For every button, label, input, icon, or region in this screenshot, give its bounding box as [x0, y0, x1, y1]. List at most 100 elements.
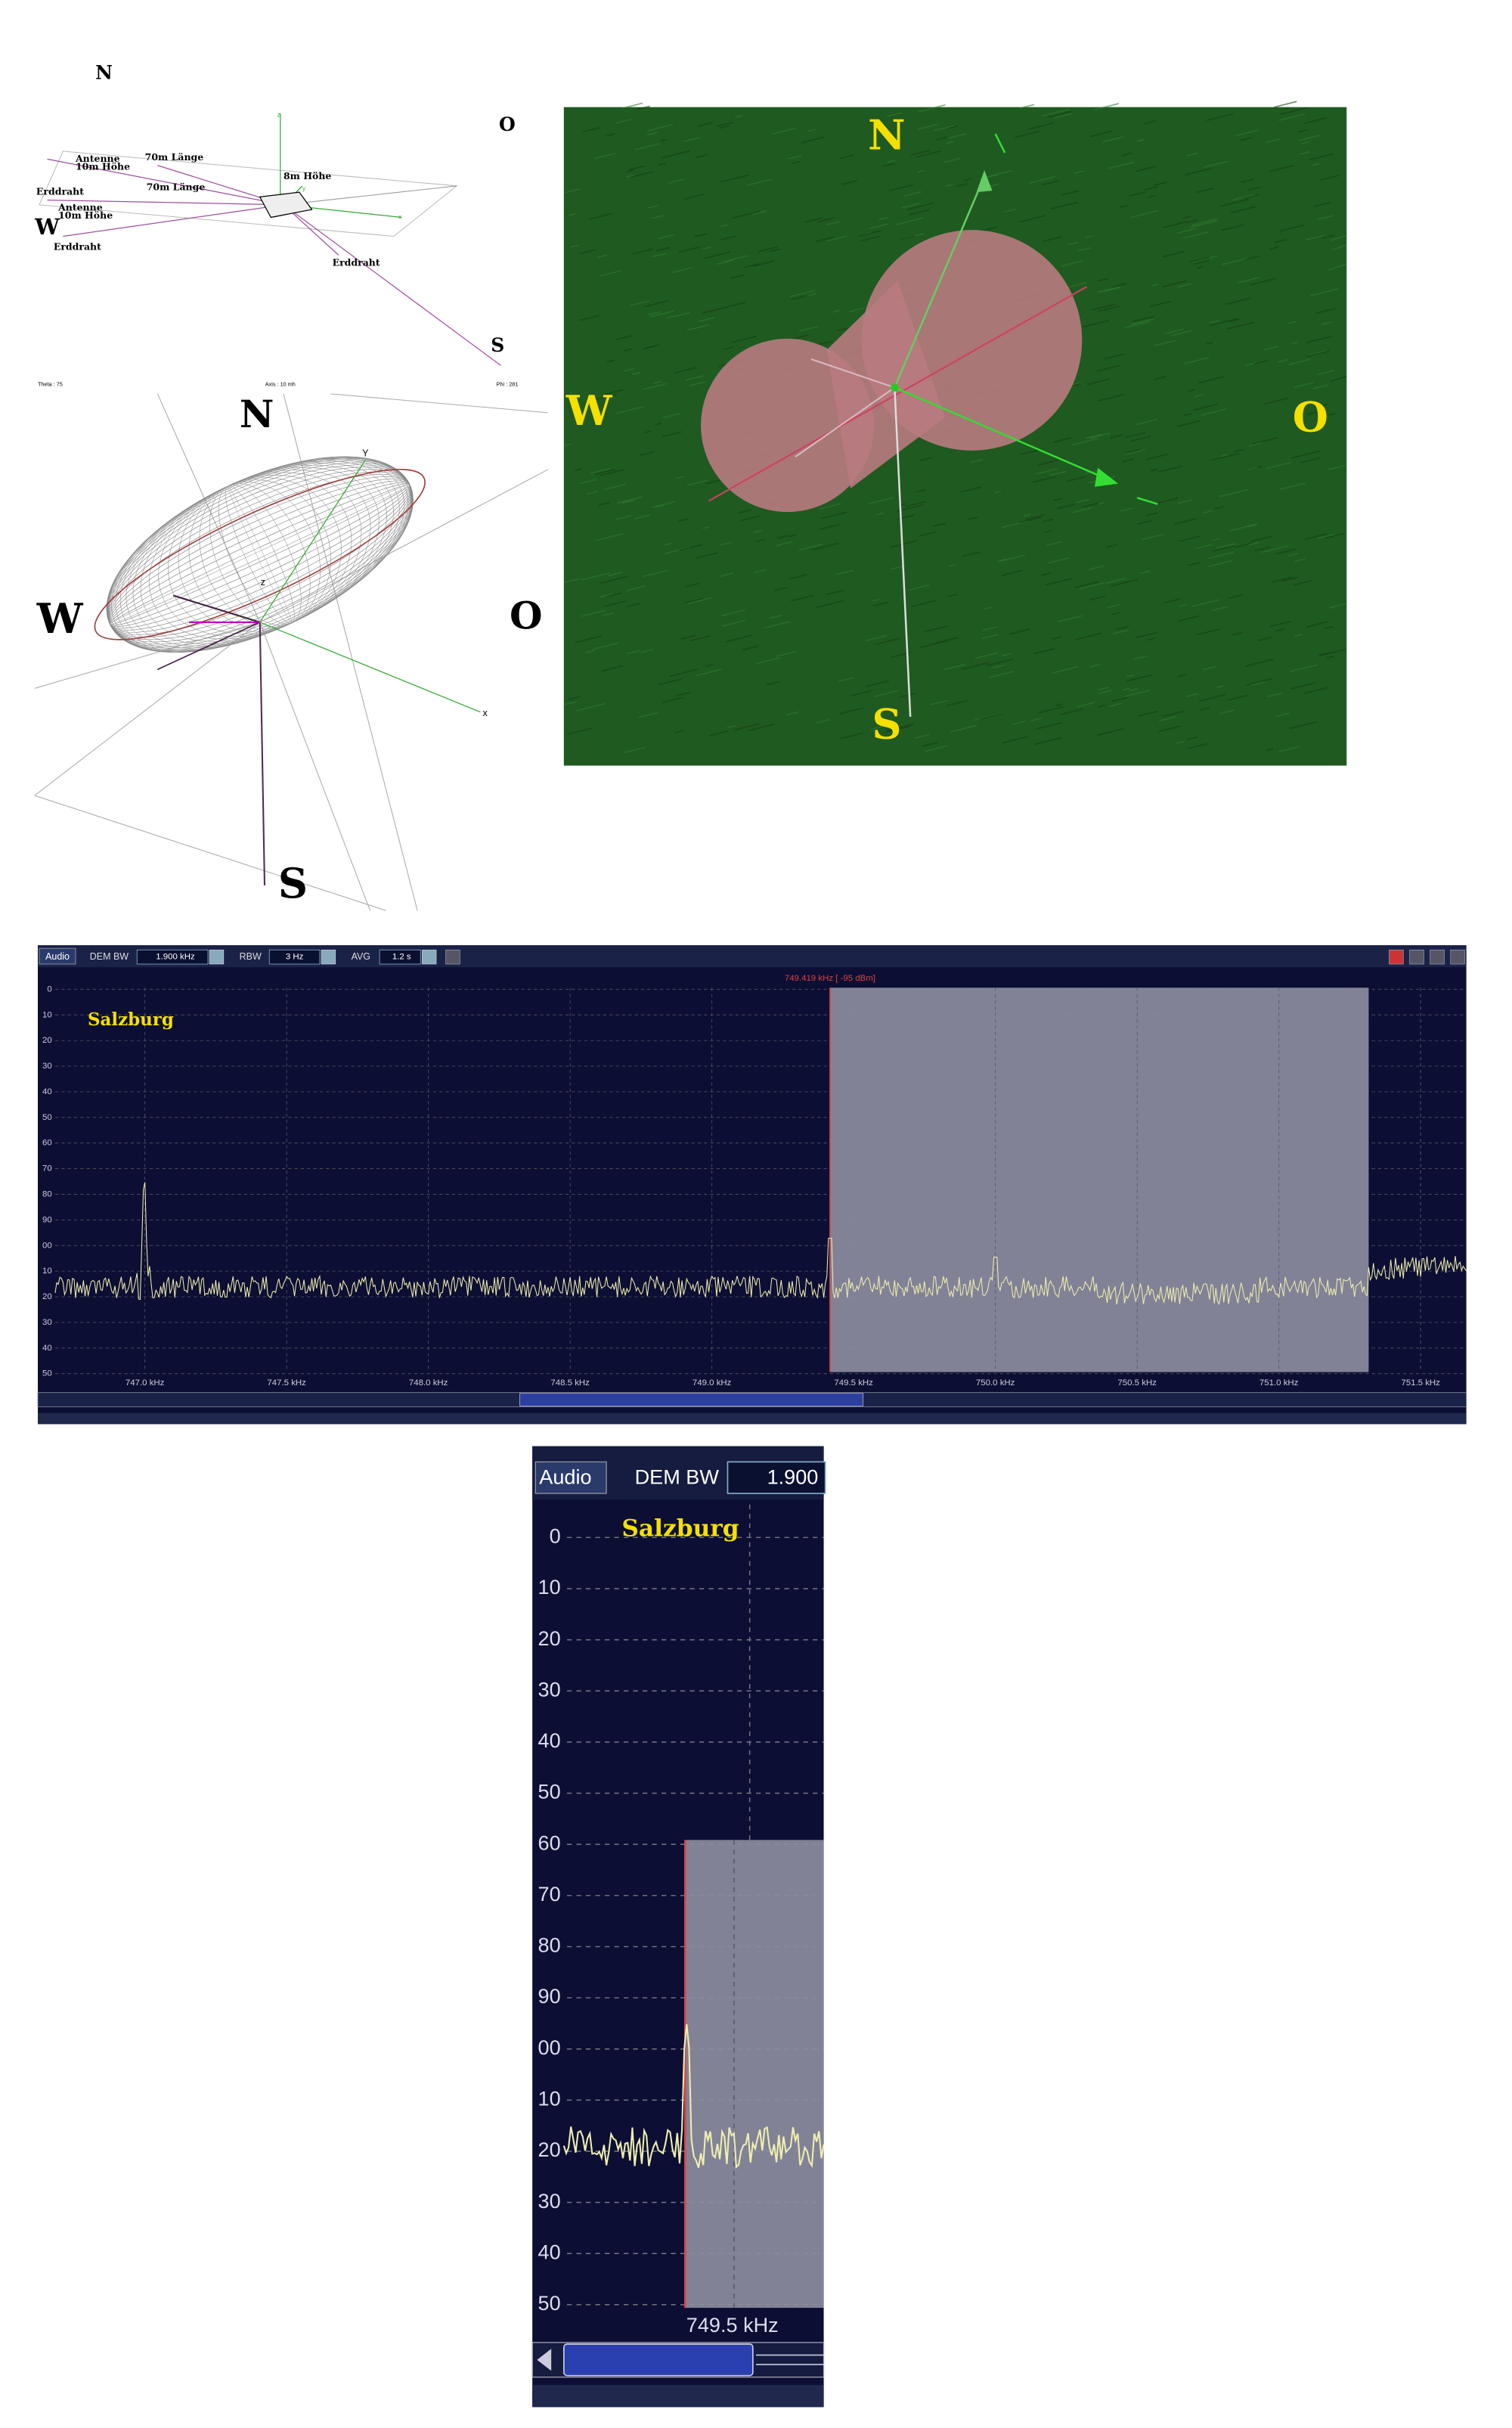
dropdown-button[interactable]: [209, 949, 225, 965]
map-texture: [1186, 219, 1198, 224]
map-texture: [1150, 300, 1171, 308]
field-value: 3 Hz: [286, 953, 304, 962]
map-texture: [1232, 631, 1243, 636]
tool-button[interactable]: [1430, 949, 1445, 965]
map-texture: [1208, 560, 1233, 568]
map-texture: [754, 569, 767, 574]
dropdown-button[interactable]: [422, 949, 437, 965]
map-texture: [730, 335, 758, 343]
map-texture: [652, 380, 662, 384]
map-texture: [1105, 287, 1121, 292]
map-texture: [1124, 689, 1151, 697]
diagram-label: 70m Länge: [147, 181, 206, 192]
map-texture: [1091, 303, 1116, 311]
map-texture: [599, 593, 613, 598]
dem-bw-field[interactable]: [136, 949, 209, 965]
map-texture: [773, 586, 788, 591]
y-tick-label: 60: [538, 1831, 561, 1854]
map-texture: [904, 191, 922, 197]
audio-button[interactable]: [534, 1461, 607, 1494]
avg-field[interactable]: [379, 949, 421, 965]
map-texture: [1216, 684, 1225, 689]
map-texture: [1187, 389, 1194, 392]
map-texture: [1198, 376, 1225, 384]
tool-button[interactable]: [1389, 949, 1404, 965]
dem-bw-field[interactable]: [727, 1461, 826, 1494]
y-tick-label: 20: [42, 1292, 52, 1301]
map-texture: [1249, 541, 1259, 546]
scroll-thumb[interactable]: [562, 2343, 754, 2377]
footer-label: Axis : 10 mh: [265, 380, 296, 387]
map-texture: [1326, 656, 1334, 659]
map-texture: [1076, 702, 1095, 708]
map-texture: [1080, 581, 1105, 590]
map-texture: [1036, 721, 1062, 730]
diagram-label: 8m Höhe: [284, 170, 331, 181]
map-texture: [1001, 569, 1024, 576]
map-texture: [1146, 512, 1158, 516]
tool-button[interactable]: [445, 949, 460, 965]
map-texture: [685, 597, 704, 603]
y-tick-label: 20: [538, 2138, 561, 2161]
scroll-left[interactable]: [537, 2349, 552, 2371]
map-texture: [1071, 507, 1092, 513]
map-texture: [1287, 553, 1298, 557]
map-texture: [826, 235, 847, 242]
map-texture: [634, 143, 660, 151]
lobe: [701, 338, 875, 513]
map-texture: [840, 732, 863, 740]
map-texture: [1234, 448, 1244, 453]
map-texture: [1124, 432, 1145, 439]
y-tick-label: 40: [42, 1087, 52, 1096]
wire: [894, 387, 912, 717]
compass-label: S: [491, 334, 504, 356]
map-texture: [1033, 647, 1055, 655]
y-tick-label: 90: [538, 1984, 561, 2008]
map-texture: [596, 254, 608, 259]
map-texture: [1222, 257, 1247, 265]
scroll-thumb[interactable]: [519, 1393, 864, 1406]
map-texture: [1317, 215, 1334, 221]
map-texture: [662, 150, 691, 159]
map-texture: [818, 503, 841, 510]
rbw-field[interactable]: [268, 949, 321, 965]
map-texture: [798, 325, 819, 332]
frame-line: [156, 393, 261, 623]
map-texture: [1120, 507, 1133, 512]
map-texture: [583, 126, 601, 133]
map-texture: [772, 127, 797, 135]
map-texture: [579, 249, 596, 255]
map-texture: [917, 169, 925, 173]
map-texture: [1244, 255, 1259, 261]
y-tick-label: 20: [538, 1626, 561, 1650]
frame-line: [34, 622, 261, 796]
map-texture: [626, 603, 640, 608]
map-texture: [1212, 538, 1220, 541]
mesh-ring: [225, 485, 295, 624]
map-texture: [1196, 265, 1203, 269]
compass-label: O: [1293, 392, 1328, 441]
map-texture: [1325, 532, 1345, 539]
map-texture: [785, 711, 799, 716]
map-texture: [1163, 598, 1180, 604]
audio-button[interactable]: [39, 947, 76, 965]
map-texture: [1039, 705, 1064, 714]
map-texture: [702, 246, 712, 250]
map-texture: [600, 469, 624, 476]
map-texture: [1102, 136, 1124, 143]
y-tick-label: 70: [538, 1882, 561, 1905]
y-tick-label: 50: [42, 1113, 52, 1122]
selection-region: [685, 1840, 824, 2309]
tool-button[interactable]: [1409, 949, 1424, 965]
map-texture: [1154, 376, 1167, 380]
map-texture: [1086, 378, 1110, 386]
diagram-label: 10m Höhe: [76, 160, 130, 172]
map-texture: [1083, 319, 1110, 328]
tool-button[interactable]: [1450, 949, 1465, 965]
map-texture: [1012, 720, 1027, 725]
map-texture: [1135, 631, 1157, 639]
map-texture: [1328, 464, 1347, 470]
map-texture: [1129, 688, 1138, 692]
map-texture: [916, 488, 927, 493]
dropdown-button[interactable]: [321, 949, 336, 965]
